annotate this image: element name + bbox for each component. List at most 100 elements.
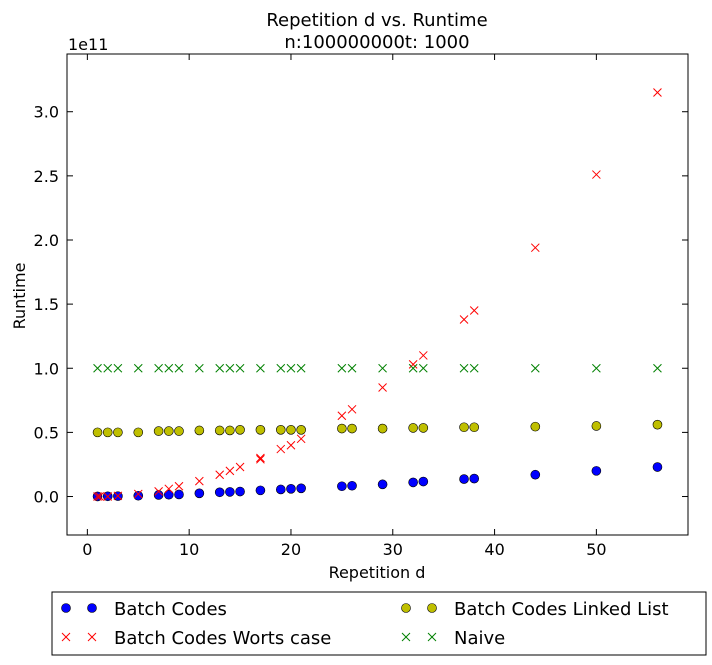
data-point <box>275 484 286 495</box>
legend-entry: Batch Codes Worts case <box>61 628 331 649</box>
y-tick-label: 1.0 <box>34 359 59 378</box>
data-point <box>469 363 479 373</box>
data-point <box>418 476 429 487</box>
data-point <box>194 425 205 436</box>
data-point <box>92 427 103 438</box>
data-point <box>174 489 184 500</box>
data-point <box>113 427 123 438</box>
series-0 <box>92 462 663 502</box>
data-point <box>275 425 286 435</box>
data-point <box>592 170 601 179</box>
data-point <box>276 444 286 454</box>
data-point <box>459 363 469 373</box>
data-point <box>235 486 245 497</box>
data-point <box>174 481 184 491</box>
data-point <box>418 423 429 433</box>
legend-box <box>51 591 707 656</box>
data-point <box>377 479 388 490</box>
data-point <box>296 363 306 373</box>
data-point <box>408 477 418 488</box>
data-point <box>469 306 479 315</box>
data-point <box>530 469 541 480</box>
y-axis-offset-label: 1e11 <box>68 35 108 54</box>
data-point <box>592 363 601 373</box>
data-point <box>103 492 113 501</box>
data-point <box>133 489 143 499</box>
data-point <box>286 484 296 494</box>
data-point <box>154 363 163 373</box>
data-point <box>408 423 418 433</box>
data-point <box>256 453 265 463</box>
x-tick-label: 0 <box>82 540 92 559</box>
data-point <box>113 363 123 373</box>
data-point <box>653 363 662 373</box>
data-point <box>408 360 418 369</box>
data-point <box>296 434 306 444</box>
data-point <box>377 423 388 434</box>
legend-label: Batch Codes <box>114 599 227 620</box>
data-point <box>214 425 225 436</box>
data-point <box>174 426 184 436</box>
data-point <box>133 427 144 438</box>
chart-title: Repetition d vs. Runtime <box>266 10 487 31</box>
chart-subtitle: n:100000000t: 1000 <box>284 32 469 53</box>
legend-entry: Batch Codes <box>61 599 227 620</box>
data-point <box>194 488 205 499</box>
legend-marker <box>61 632 71 642</box>
data-point <box>286 425 296 435</box>
data-point <box>235 425 245 435</box>
data-point <box>347 480 357 491</box>
legend-marker <box>427 632 437 642</box>
data-point <box>530 243 540 253</box>
data-point <box>113 491 123 501</box>
data-point <box>256 363 265 373</box>
x-tick-label: 20 <box>281 540 301 559</box>
x-tick-label: 40 <box>484 540 504 559</box>
data-point <box>591 421 602 431</box>
data-point <box>256 454 265 464</box>
data-point <box>225 425 235 436</box>
data-point <box>153 426 164 436</box>
axis-ticks: 0 10 20 30 40 50 0.0 0.5 1.0 1.5 2.0 2.5 3.0 <box>34 54 688 559</box>
data-point <box>164 489 174 500</box>
y-tick-label: 3.0 <box>34 103 59 122</box>
data-point <box>337 363 347 373</box>
y-tick-label: 2.5 <box>34 167 59 186</box>
series-1 <box>93 88 662 501</box>
data-point <box>103 363 113 373</box>
series-2 <box>92 419 663 438</box>
data-point <box>93 363 102 373</box>
y-tick-label: 0.0 <box>34 488 59 507</box>
data-point <box>378 363 387 373</box>
y-tick-label: 1.5 <box>34 295 59 314</box>
plot-frame <box>66 53 689 536</box>
data-point <box>255 485 266 496</box>
data-point <box>194 363 204 373</box>
legend-marker <box>87 632 97 642</box>
data-point <box>418 351 428 360</box>
data-point <box>296 425 306 435</box>
series-3 <box>93 363 662 373</box>
legend-label: Batch Codes Worts case <box>114 628 331 649</box>
data-point <box>194 476 204 486</box>
data-point <box>459 474 469 484</box>
data-point <box>164 484 174 494</box>
data-point <box>154 487 163 496</box>
data-point <box>337 423 347 434</box>
legend-marker <box>401 632 411 642</box>
data-point <box>459 422 469 433</box>
legend-marker <box>427 603 437 613</box>
data-point <box>276 363 286 373</box>
data-point <box>164 363 174 373</box>
data-point <box>153 490 164 500</box>
data-point <box>337 411 347 421</box>
y-axis-label: Runtime <box>10 263 29 330</box>
legend-entry: Batch Codes Linked List <box>401 599 669 620</box>
y-tick-label: 0.5 <box>34 423 59 442</box>
data-point <box>286 440 296 450</box>
data-point <box>652 462 663 472</box>
data-point <box>215 363 225 373</box>
data-point <box>296 483 306 494</box>
data-point <box>164 426 174 436</box>
